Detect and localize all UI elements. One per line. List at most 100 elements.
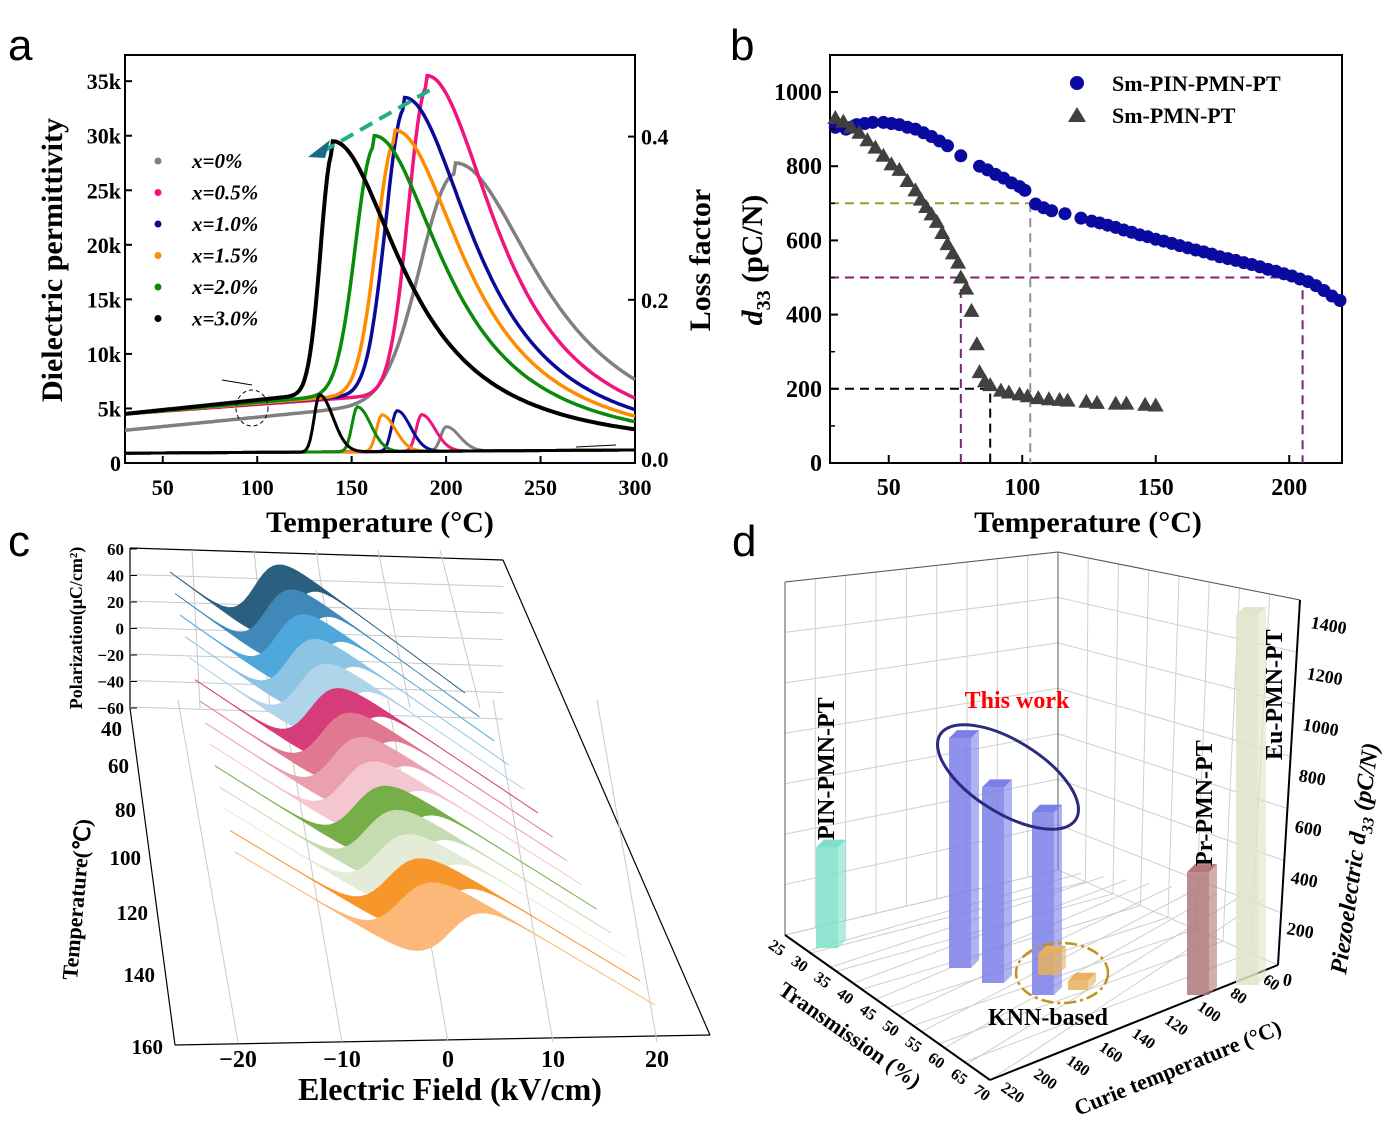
bar: [1038, 945, 1066, 975]
y-axis-title: Polarization(μC/cm²): [66, 547, 87, 710]
y-tick-label: 120: [1161, 1012, 1190, 1040]
data-point: [835, 113, 852, 128]
bar-top: [1032, 804, 1062, 813]
x-axis-title: Electric Field (kV/cm): [298, 1071, 602, 1107]
grid-line: [439, 549, 481, 709]
y2-tick-label: 0.4: [641, 125, 669, 150]
grid-line: [938, 940, 1224, 1045]
bar-top: [982, 779, 1012, 788]
legend-label: x=1.0%: [191, 212, 258, 236]
panel-b-d33-chart: Sm-PIN-PMN-PT Sm-PMN-PT 50 100 150 200 0 200 400…: [736, 54, 1347, 539]
series-5: x=3.0%: [124, 139, 636, 455]
data-point: [883, 156, 900, 171]
y-axis-title: Dielectric permittivity: [36, 118, 69, 402]
y-tick-label: 200: [786, 377, 822, 403]
z-tick-label: 400: [1289, 867, 1319, 891]
panel-d-3d-bar-chart: This work KNN-based PIN-PMN-PT Pr-PMN-PT Eu-…: [765, 551, 1384, 1121]
data-point: [939, 236, 956, 251]
y-tick-label: −60: [97, 699, 124, 718]
z-tick-label: 140: [124, 963, 156, 987]
data-point: [827, 109, 844, 124]
grid-line: [1140, 569, 1150, 906]
bar-side: [1088, 972, 1096, 990]
bar-side: [838, 839, 846, 948]
bar: [982, 779, 1012, 983]
bar-top: [949, 730, 979, 739]
data-point: [859, 132, 876, 147]
x-tick-label: 150: [335, 475, 368, 500]
grid-line: [944, 892, 1218, 1049]
x-axis-title: Temperature (°C): [266, 506, 494, 539]
y-tick-label: 400: [786, 303, 822, 329]
data-point: [1045, 204, 1059, 218]
x-tick-label: 250: [524, 475, 557, 500]
bar: [816, 839, 846, 948]
bar-top: [816, 839, 846, 848]
plot-frame: [829, 54, 1343, 464]
bar-front: [1068, 980, 1088, 990]
data-point: [875, 147, 892, 162]
x-axis-title: Temperature (°C): [974, 506, 1202, 539]
reference-line: [959, 276, 1304, 463]
annotation-circle: [235, 389, 269, 427]
panel-label-b: b: [730, 21, 754, 70]
panel-label-c: c: [8, 517, 30, 566]
z-tick-label: 100: [110, 846, 142, 870]
y-tick-label: 180: [1063, 1052, 1092, 1080]
y-tick-label: 0: [810, 451, 822, 477]
knn-ellipse: [1014, 941, 1110, 1005]
data-point: [1333, 294, 1347, 308]
loss-curve: [125, 413, 636, 455]
x-tick-label: 0: [442, 1047, 454, 1073]
transmission-axis: [784, 934, 991, 1081]
data-point: [867, 139, 884, 154]
y-axis-title-symbol: d: [736, 309, 769, 325]
z-tick-label: 120: [117, 901, 149, 925]
z-axis-title: Temperature(℃): [57, 818, 96, 981]
legend-label: x=3.0%: [191, 307, 258, 331]
data-point: [907, 182, 924, 197]
bar-side: [1004, 779, 1012, 983]
grid-line: [784, 733, 1059, 785]
this-work-ellipse: [936, 723, 1080, 831]
hysteresis-loop: [209, 743, 583, 886]
y-tick-label: 1000: [774, 80, 822, 106]
bar-top: [1038, 945, 1066, 954]
y-tick-label: 35k: [87, 69, 122, 94]
bar-front: [1038, 953, 1058, 975]
panel-label-d: d: [732, 517, 756, 566]
z-tick-label: 600: [1293, 816, 1323, 840]
legend-marker: [154, 157, 162, 165]
grid-line: [177, 699, 239, 1043]
bar: [1187, 864, 1217, 995]
y-tick-label: 0: [110, 451, 121, 476]
data-point: [1059, 392, 1076, 407]
bar-side: [1058, 945, 1066, 975]
legend-marker: [1070, 76, 1084, 90]
z-axis-title-symbol: d: [1344, 829, 1372, 845]
legend-marker: [154, 220, 162, 228]
data-point: [1147, 397, 1164, 412]
legend-label: x=0%: [191, 149, 242, 173]
grid-line: [1112, 563, 1119, 894]
data-point: [1078, 393, 1095, 408]
data-point: [899, 173, 916, 188]
data-point: [934, 224, 951, 239]
y-tick-label: 200: [1030, 1066, 1059, 1094]
data-point: [982, 377, 999, 392]
data-point: [1018, 183, 1032, 197]
y2-tick-label: 0.0: [641, 447, 669, 472]
data-point: [952, 269, 969, 284]
bar-front: [816, 847, 838, 948]
axis-arrow: [575, 444, 617, 448]
grid-line: [1167, 575, 1180, 918]
y-tick-label: −40: [97, 673, 124, 692]
y-tick-label: 5k: [98, 396, 122, 421]
grid-line: [784, 596, 1059, 633]
data-point: [958, 280, 975, 295]
x-tick-label: 200: [430, 475, 463, 500]
panel-label-a: a: [8, 21, 33, 70]
y-tick-label: 10k: [87, 342, 122, 367]
z-tick-label: 0: [1281, 969, 1293, 990]
